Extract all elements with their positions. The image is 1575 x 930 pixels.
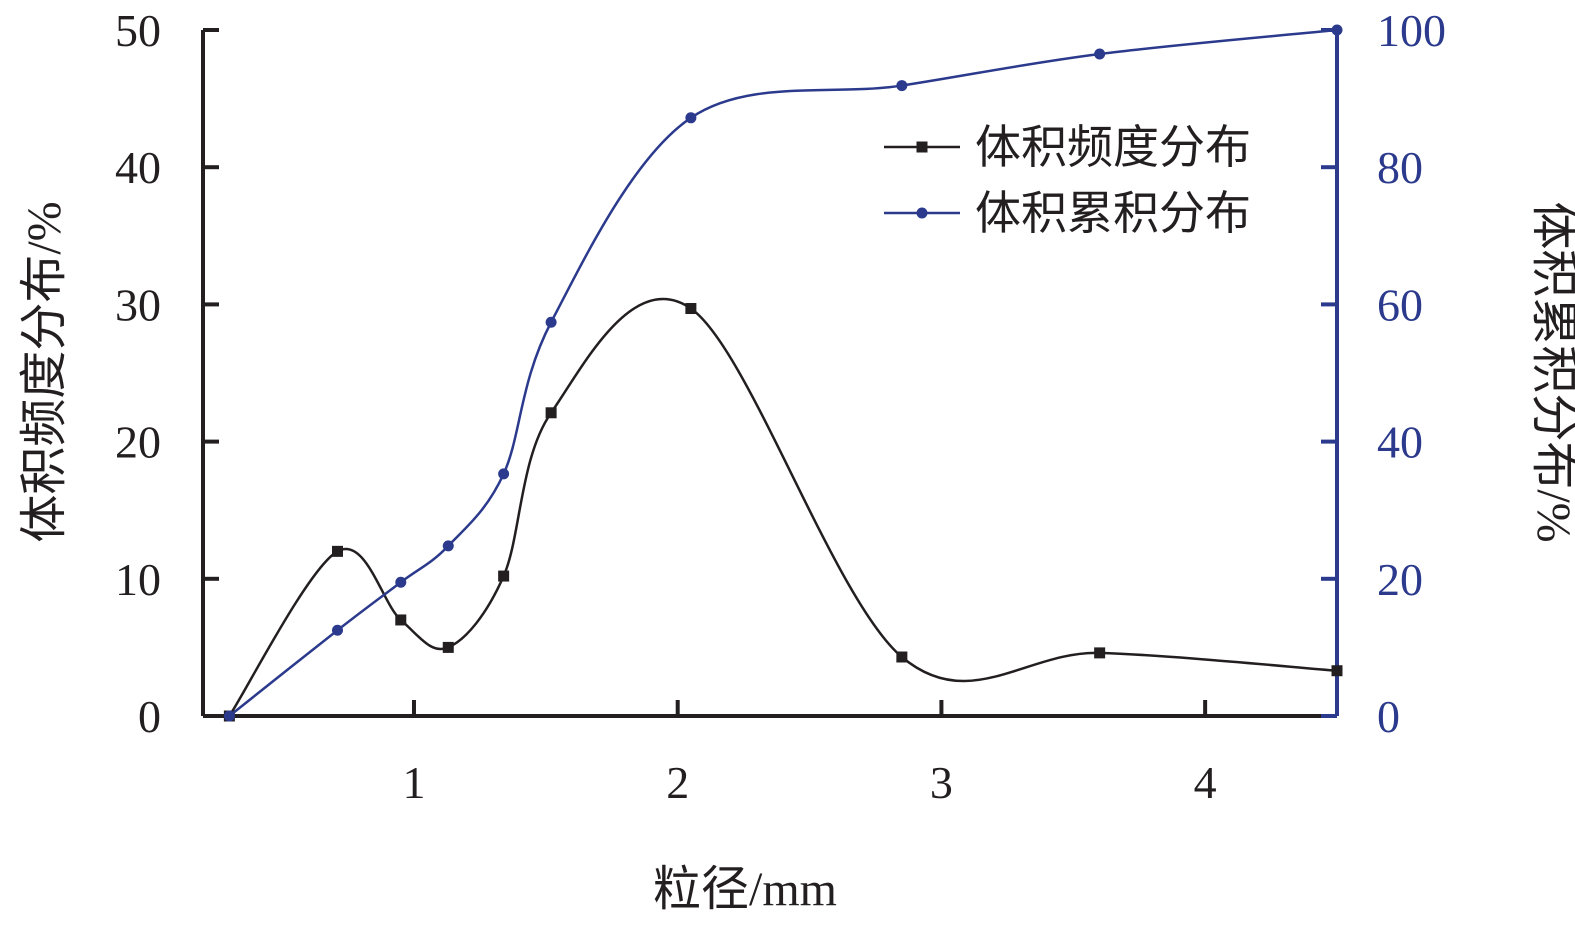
y-axis-left-label: 体积频度分布/% [18, 201, 71, 542]
series-1-point [331, 624, 343, 636]
series-line-0 [228, 297, 1338, 717]
series-0-point [331, 545, 343, 557]
y-left-tick-label: 40 [115, 142, 161, 193]
series-line-1 [228, 28, 1338, 717]
y-right-tick-label: 40 [1377, 417, 1423, 468]
series-1-point [1331, 24, 1343, 36]
y-left-tick-label: 0 [138, 691, 161, 742]
series-1-point [498, 468, 510, 480]
y-right-tick-label: 0 [1377, 691, 1400, 742]
series-0-point [896, 651, 908, 663]
legend-marker-0 [916, 141, 928, 153]
y-right-tick-label: 60 [1377, 279, 1423, 330]
series-1-point [442, 540, 454, 552]
y-left-tick-label: 30 [115, 279, 161, 330]
series-1-point [545, 316, 557, 328]
x-tick-label: 3 [930, 757, 953, 808]
x-axis-label: 粒径/mm [653, 863, 837, 916]
x-tick-label: 4 [1194, 757, 1217, 808]
y-left-tick-label: 10 [115, 554, 161, 605]
y-left-tick-label: 50 [115, 5, 161, 56]
series-0-point [1331, 665, 1343, 677]
series-0-point [498, 570, 510, 582]
x-tick-label: 2 [666, 757, 689, 808]
y-axis-right-label: 体积累积分布/% [1527, 201, 1575, 542]
series-1-point [395, 576, 407, 588]
legend-label-1: 体积累积分布 [975, 188, 1251, 239]
series-0-point [442, 641, 454, 653]
x-tick-label: 1 [402, 757, 425, 808]
legend-label-0: 体积频度分布 [975, 122, 1251, 173]
y-right-tick-label: 100 [1377, 5, 1446, 56]
series-0-point [395, 614, 407, 626]
y-right-tick-label: 20 [1377, 554, 1423, 605]
series-1-point [685, 112, 697, 124]
y-right-tick-label: 80 [1377, 142, 1423, 193]
axes-layer: 0 10 20 30 40 50 0 20 40 60 80 100 1 2 3 4 [115, 5, 1446, 808]
series-1-point [223, 710, 235, 722]
series-0-point [545, 407, 557, 419]
series-1-point [1094, 48, 1106, 60]
legend-marker-1 [916, 207, 928, 219]
y-left-tick-label: 20 [115, 417, 161, 468]
series-0-point [685, 303, 697, 315]
series-1-point [896, 80, 908, 92]
series-layer [223, 24, 1343, 722]
series-0-point [1094, 647, 1106, 659]
